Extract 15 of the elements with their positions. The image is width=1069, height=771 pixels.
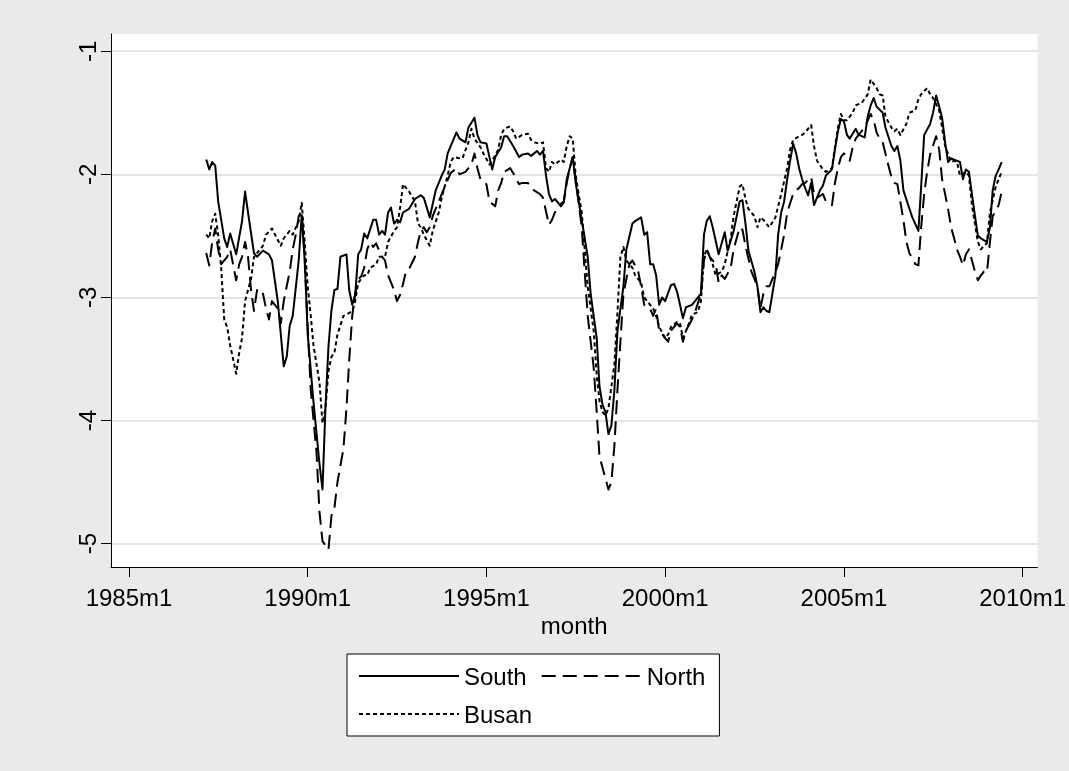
- legend-label: North: [646, 662, 706, 690]
- legend-label: Busan: [464, 700, 533, 728]
- y-tick-label: -4: [73, 409, 101, 432]
- x-tick-label: 1985m1: [85, 583, 173, 611]
- x-axis-title: month: [540, 612, 608, 640]
- x-tick-label: 2005m1: [800, 583, 888, 611]
- y-tick-label: -3: [73, 286, 101, 309]
- x-tick-label: 2000m1: [621, 583, 709, 611]
- y-tick-label: -1: [73, 40, 101, 62]
- legend-label: South: [464, 662, 527, 690]
- y-tick-label: -2: [73, 163, 101, 185]
- x-tick-label: 2010m1: [979, 583, 1066, 611]
- y-tick-label: -5: [73, 532, 101, 555]
- x-tick-label: 1995m1: [443, 583, 530, 611]
- x-tick-label: 1990m1: [264, 583, 352, 611]
